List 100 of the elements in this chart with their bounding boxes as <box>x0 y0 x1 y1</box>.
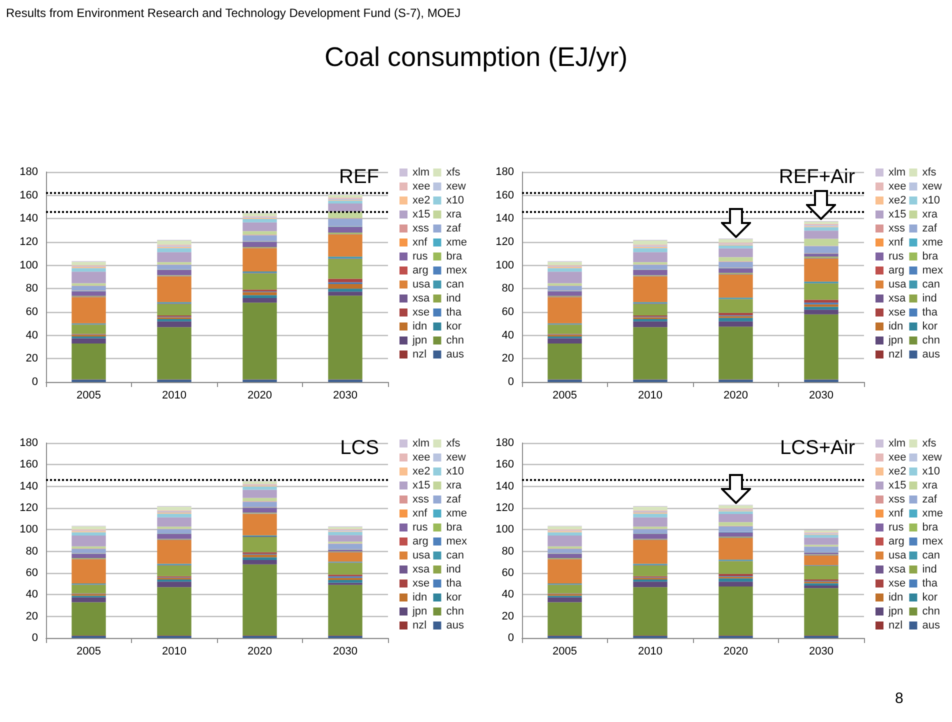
y-tick-label: 180 <box>20 437 38 449</box>
legend-label: jpn <box>887 334 904 346</box>
y-tick-label: 100 <box>496 259 514 272</box>
chart-title: REF+Air <box>778 166 856 188</box>
legend-label: arg <box>412 536 428 548</box>
legend-label: bra <box>922 250 939 262</box>
legend-label: x15 <box>412 480 430 492</box>
legend-label: xlm <box>888 438 906 450</box>
legend-label: xra <box>922 208 938 220</box>
legend-label: xme <box>922 508 943 520</box>
legend-label: xme <box>446 508 467 520</box>
legend-label: mex <box>446 264 468 276</box>
legend-label: rus <box>888 250 904 262</box>
legend-label: xss <box>888 494 906 506</box>
legend-label: x15 <box>888 480 906 492</box>
legend-label: x15 <box>888 208 906 220</box>
x-tick-label: 2005 <box>76 646 101 658</box>
x-tick-label: 2020 <box>248 390 272 402</box>
legend-label: xe2 <box>412 194 430 206</box>
y-tick-label: 40 <box>26 329 38 342</box>
legend-label: xnf <box>888 508 904 520</box>
legend-label: xsa <box>888 292 906 304</box>
y-tick-label: 140 <box>496 212 514 225</box>
legend-label: bra <box>446 250 463 262</box>
legend-label: xse <box>888 578 906 590</box>
legend-label: idn <box>888 592 904 604</box>
legend-label: nzl <box>888 348 903 360</box>
legend-label: tha <box>922 578 938 590</box>
x-tick-label: 2020 <box>724 390 748 402</box>
legend-label: aus <box>446 620 464 632</box>
text: 8 <box>895 690 904 707</box>
legend-label: idn <box>412 320 428 332</box>
legend-label: xfs <box>922 438 937 450</box>
legend-label: mex <box>922 536 944 548</box>
y-tick-label: 180 <box>496 437 514 449</box>
legend-label: xe2 <box>888 466 906 478</box>
y-tick-label: 160 <box>20 189 38 202</box>
text: Coal consumption (EJ/yr) <box>324 42 628 73</box>
x-tick-label: 2010 <box>162 646 186 658</box>
x-tick-label: 2030 <box>333 390 358 402</box>
x-tick-label: 2020 <box>248 646 272 658</box>
legend-label: jpn <box>411 334 428 346</box>
legend-label: idn <box>888 320 904 332</box>
legend-label: aus <box>922 620 940 632</box>
legend-label: nzl <box>412 620 427 632</box>
x-tick-label: 2005 <box>76 390 101 402</box>
legend-label: idn <box>412 592 428 604</box>
y-tick-label: 100 <box>496 524 514 536</box>
y-tick-label: 0 <box>32 376 38 388</box>
legend-label: xee <box>412 452 430 464</box>
legend-label: can <box>446 550 464 562</box>
legend-label: aus <box>922 348 940 360</box>
legend-label: zaf <box>922 494 938 506</box>
legend-label: xlm <box>888 166 906 178</box>
legend-label: xnf <box>412 508 428 520</box>
legend-label: xee <box>888 452 906 464</box>
y-tick-label: 60 <box>502 306 514 318</box>
y-tick-label: 20 <box>502 352 514 365</box>
legend-label: xe2 <box>888 194 906 206</box>
legend-label: ind <box>922 292 937 304</box>
legend-label: arg <box>888 536 904 548</box>
y-tick-label: 120 <box>496 236 514 248</box>
legend-label: xew <box>446 180 466 192</box>
legend-label: xfs <box>922 166 937 178</box>
legend-label: xew <box>922 180 942 192</box>
legend-label: rus <box>412 522 428 534</box>
legend-label: ind <box>922 564 937 576</box>
x-tick-label: 2010 <box>638 390 662 402</box>
legend-label: mex <box>922 264 944 276</box>
legend-label: arg <box>888 264 904 276</box>
legend-label: can <box>922 278 940 290</box>
legend-label: x10 <box>446 466 464 478</box>
x-tick-label: 2030 <box>809 390 834 402</box>
text: Results from Environment Research and Technology Development Fund (S-7), MOEJ <box>6 6 461 20</box>
legend-label: mex <box>446 536 468 548</box>
legend-label: xlm <box>412 438 430 450</box>
y-tick-label: 60 <box>26 306 38 318</box>
legend-label: kor <box>922 592 938 604</box>
y-tick-label: 160 <box>496 189 514 202</box>
legend-label: xme <box>922 236 943 248</box>
legend-label: xee <box>412 180 430 192</box>
y-tick-label: 180 <box>20 166 38 178</box>
y-tick-label: 20 <box>26 610 38 622</box>
legend-label: xse <box>888 306 906 318</box>
x-tick-label: 2005 <box>552 390 577 402</box>
legend-label: xra <box>446 208 462 220</box>
legend-label: rus <box>412 250 428 262</box>
legend-label: kor <box>446 592 462 604</box>
y-tick-label: 0 <box>508 632 514 644</box>
y-tick-label: 40 <box>26 588 38 601</box>
legend-label: usa <box>412 278 432 290</box>
legend-label: zaf <box>446 222 462 234</box>
legend-label: xee <box>888 180 906 192</box>
legend-label: tha <box>922 306 938 318</box>
x-tick-label: 2010 <box>162 390 186 402</box>
y-tick-label: 20 <box>502 610 514 622</box>
chart-title: LCS+Air <box>780 437 856 459</box>
legend-label: usa <box>888 278 908 290</box>
legend-label: xme <box>446 236 467 248</box>
y-tick-label: 100 <box>20 524 38 536</box>
